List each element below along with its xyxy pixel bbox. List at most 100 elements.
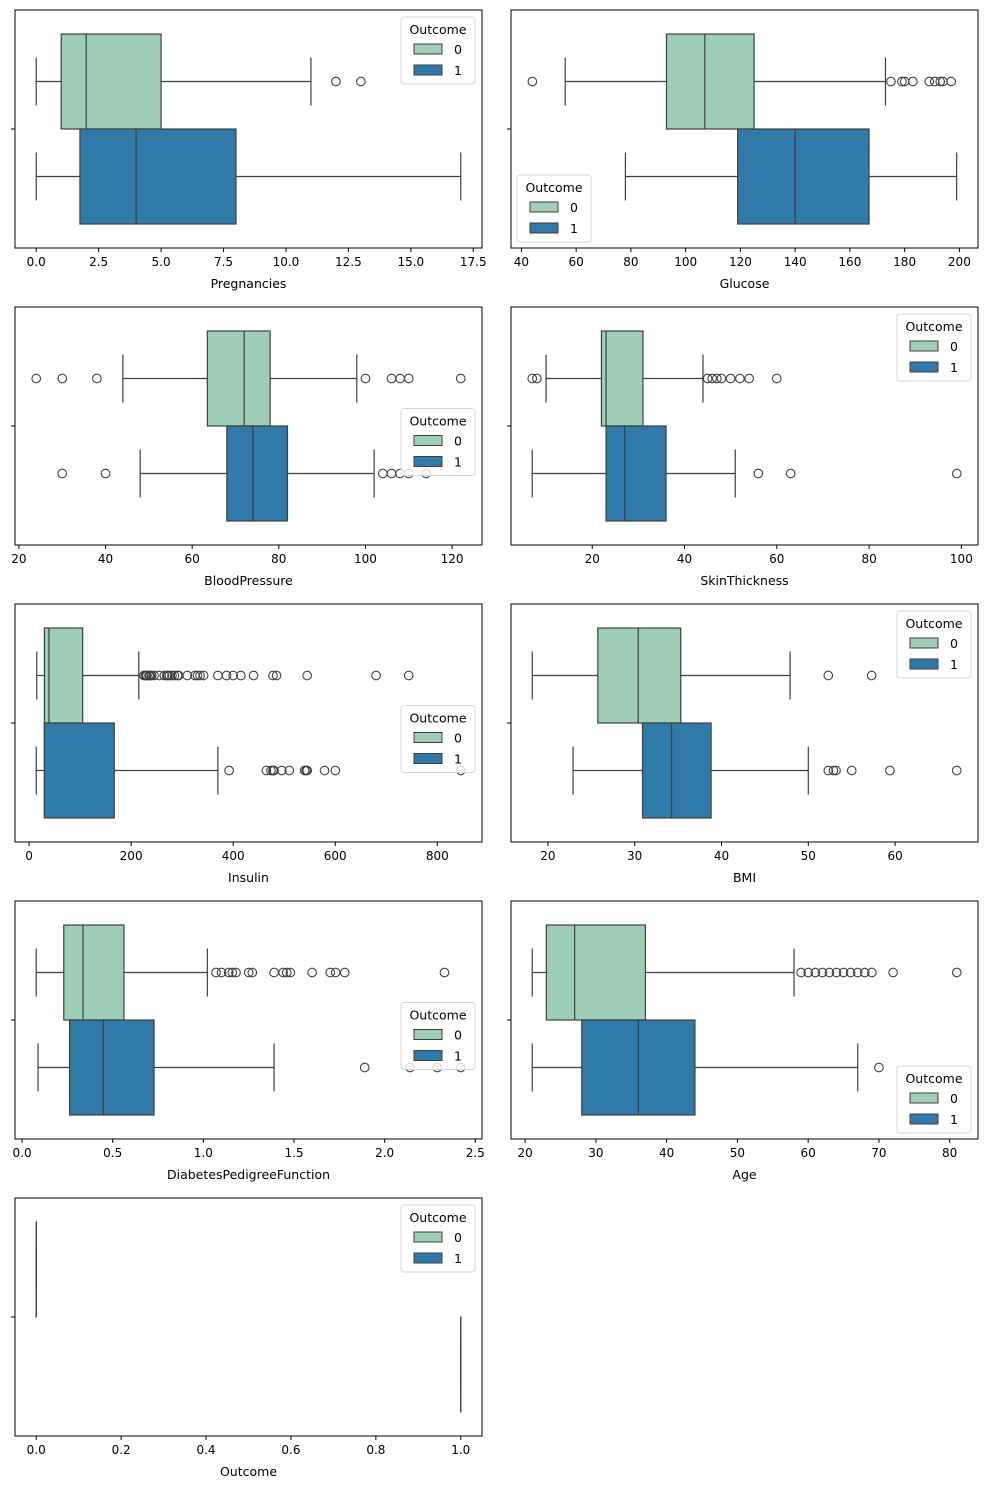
box-group-0 — [528, 34, 955, 129]
x-tick-label: 0 — [25, 849, 33, 863]
legend-swatch-0 — [910, 1093, 938, 1103]
x-tick-label: 1.0 — [451, 1443, 470, 1457]
outlier-point — [440, 968, 449, 977]
x-tick-label: 180 — [893, 255, 916, 269]
x-tick-label: 50 — [801, 849, 816, 863]
legend-swatch-1 — [530, 223, 558, 233]
iqr-box — [738, 129, 869, 224]
iqr-box — [227, 426, 288, 521]
box-group-0 — [36, 34, 365, 129]
x-tick-label: 0.4 — [196, 1443, 215, 1457]
legend-swatch-0 — [414, 1232, 442, 1242]
x-tick-label: 20 — [11, 552, 26, 566]
legend-label-1: 1 — [950, 657, 958, 672]
x-axis-label: BloodPressure — [204, 573, 293, 588]
x-tick-label: 10.0 — [273, 255, 300, 269]
x-tick-label: 60 — [801, 1146, 816, 1160]
iqr-box — [44, 723, 114, 818]
legend-title: Outcome — [409, 22, 466, 37]
outlier-point — [331, 766, 340, 775]
box-group-0 — [32, 331, 465, 426]
outlier-point — [824, 671, 833, 680]
x-axis-label: DiabetesPedigreeFunction — [167, 1167, 330, 1182]
legend-label-1: 1 — [454, 63, 462, 78]
x-tick-label: 40 — [98, 552, 113, 566]
x-tick-label: 400 — [222, 849, 245, 863]
outlier-point — [387, 374, 396, 383]
outlier-point — [332, 77, 341, 86]
x-tick-label: 70 — [871, 1146, 886, 1160]
legend-swatch-0 — [414, 436, 442, 446]
legend-label-1: 1 — [454, 455, 462, 470]
outlier-point — [875, 1063, 884, 1072]
iqr-box — [207, 331, 270, 426]
x-tick-label: 80 — [623, 255, 638, 269]
legend-label-0: 0 — [454, 1028, 462, 1043]
legend-swatch-0 — [414, 44, 442, 54]
x-tick-label: 100 — [354, 552, 377, 566]
outlier-point — [303, 671, 312, 680]
x-tick-label: 120 — [729, 255, 752, 269]
x-tick-label: 40 — [659, 1146, 674, 1160]
legend-swatch-1 — [910, 659, 938, 669]
outlier-point — [58, 469, 67, 478]
x-tick-label: 800 — [426, 849, 449, 863]
x-tick-label: 0.0 — [27, 255, 46, 269]
outlier-point — [786, 469, 795, 478]
box-group-0 — [528, 331, 781, 426]
x-tick-label: 20 — [540, 849, 555, 863]
outlier-point — [308, 968, 317, 977]
x-tick-label: 80 — [942, 1146, 957, 1160]
legend-label-1: 1 — [454, 752, 462, 767]
legend-label-0: 0 — [454, 434, 462, 449]
x-tick-label: 0.0 — [27, 1443, 46, 1457]
x-tick-label: 40 — [714, 849, 729, 863]
x-tick-label: 200 — [120, 849, 143, 863]
x-tick-label: 20 — [585, 552, 600, 566]
x-tick-label: 1.5 — [284, 1146, 303, 1160]
x-tick-label: 0.8 — [366, 1443, 385, 1457]
x-tick-label: 30 — [588, 1146, 603, 1160]
x-tick-label: 1.0 — [194, 1146, 213, 1160]
box-group-1 — [36, 129, 461, 224]
legend-label-1: 1 — [454, 1049, 462, 1064]
legend-label-0: 0 — [950, 339, 958, 354]
legend-label-0: 0 — [950, 1091, 958, 1106]
x-tick-label: 12.5 — [335, 255, 362, 269]
outlier-point — [214, 671, 223, 680]
outlier-point — [889, 968, 898, 977]
x-tick-label: 40 — [677, 552, 692, 566]
x-tick-label: 2.5 — [466, 1146, 485, 1160]
x-axis-label: Age — [732, 1167, 756, 1182]
box-group-1 — [532, 1020, 883, 1115]
outlier-point — [32, 374, 41, 383]
iqr-box — [70, 1020, 154, 1115]
outlier-point — [101, 469, 110, 478]
x-axis-label: BMI — [733, 870, 756, 885]
outlier-point — [528, 77, 537, 86]
x-axis-label: SkinThickness — [700, 573, 788, 588]
outlier-point — [736, 374, 745, 383]
iqr-box — [61, 34, 161, 129]
legend-label-1: 1 — [950, 1112, 958, 1127]
outlier-point — [952, 469, 961, 478]
x-tick-label: 600 — [324, 849, 347, 863]
legend-title: Outcome — [525, 180, 582, 195]
outlier-point — [952, 766, 961, 775]
x-tick-label: 200 — [948, 255, 971, 269]
x-tick-label: 0.5 — [103, 1146, 122, 1160]
legend-swatch-0 — [910, 341, 938, 351]
x-tick-label: 5.0 — [152, 255, 171, 269]
box-group-0 — [532, 925, 961, 1020]
outlier-point — [404, 671, 413, 680]
legend-label-0: 0 — [570, 200, 578, 215]
legend-title: Outcome — [905, 616, 962, 631]
legend-swatch-1 — [414, 754, 442, 764]
x-tick-label: 60 — [769, 552, 784, 566]
x-axis-label: Outcome — [220, 1464, 277, 1479]
